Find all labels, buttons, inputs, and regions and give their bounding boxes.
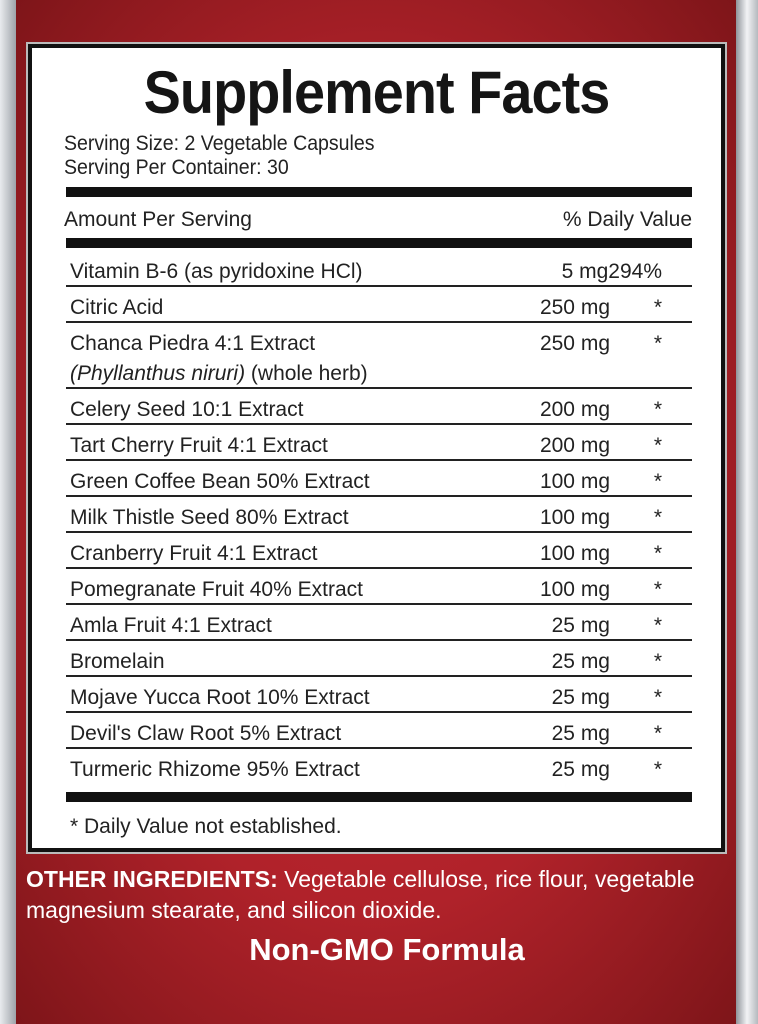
ingredient-cell: Vitamin B-6 (as pyridoxine HCl) <box>66 257 469 287</box>
ingredient-amount: 100 mg <box>539 506 610 529</box>
ingredient-daily-value: * <box>653 542 662 565</box>
ingredient-daily-value: * <box>653 506 662 529</box>
ingredient-cell: Chanca Piedra 4:1 Extract (Phyllanthus ni… <box>66 329 470 389</box>
ingredient-cell: Milk Thistle Seed 80% Extract <box>66 503 470 533</box>
table-row: Mojave Yucca Root 10% Extract 25 mg * <box>66 677 692 713</box>
silver-edge-left <box>0 0 16 1024</box>
ingredient-daily-value: * <box>653 614 662 637</box>
ingredient-cell: Devil's Claw Root 5% Extract <box>66 719 470 749</box>
ingredient-cell: Bromelain <box>66 647 470 677</box>
ingredient-daily-value: * <box>653 434 662 457</box>
ingredient-name: Vitamin B-6 (as pyridoxine HCl) <box>70 260 363 283</box>
ingredient-amount: 5 mg <box>561 260 609 283</box>
ingredient-name: Celery Seed 10:1 Extract <box>70 398 304 421</box>
ingredient-name: Cranberry Fruit 4:1 Extract <box>70 542 318 565</box>
ingredient-cell: Pomegranate Fruit 40% Extract <box>66 575 470 605</box>
other-ingredients: OTHER INGREDIENTS: Vegetable cellulose, … <box>26 864 736 926</box>
table-row: Milk Thistle Seed 80% Extract 100 mg * <box>66 497 692 533</box>
ingredient-daily-value: * <box>653 650 662 673</box>
other-ingredients-label: OTHER INGREDIENTS: <box>26 866 278 892</box>
ingredient-latin-name: (Phyllanthus niruri) <box>70 362 246 385</box>
ingredient-name: Chanca Piedra 4:1 Extract <box>70 332 316 355</box>
ingredient-amount: 100 mg <box>539 578 610 601</box>
ingredient-name: Turmeric Rhizome 95% Extract <box>70 758 360 781</box>
ingredient-cell: Amla Fruit 4:1 Extract <box>66 611 470 641</box>
other-ingredients-text: Vegetable cellulose, rice flour, vegetab… <box>26 866 695 923</box>
divider-thick <box>66 792 692 802</box>
ingredient-amount: 25 mg <box>551 722 610 745</box>
supplement-facts-box: Supplement Facts Serving Size: 2 Vegetab… <box>28 44 725 852</box>
daily-value-header: % Daily Value <box>562 208 692 231</box>
table-row: Tart Cherry Fruit 4:1 Extract 200 mg * <box>66 425 692 461</box>
ingredient-amount: 100 mg <box>539 470 610 493</box>
ingredient-amount: 25 mg <box>551 686 610 709</box>
page-title: Supplement Facts <box>143 59 611 126</box>
ingredient-amount: 25 mg <box>551 650 610 673</box>
ingredient-cell: Tart Cherry Fruit 4:1 Extract <box>66 431 470 461</box>
table-row: Turmeric Rhizome 95% Extract 25 mg * <box>66 749 692 785</box>
ingredient-amount: 250 mg <box>539 332 610 355</box>
table-row: Vitamin B-6 (as pyridoxine HCl) 5 mg 294% <box>66 251 692 287</box>
ingredient-daily-value: * <box>653 470 662 493</box>
ingredient-name: Bromelain <box>70 650 165 673</box>
ingredient-name: Devil's Claw Root 5% Extract <box>70 722 342 745</box>
servings-per-container: Serving Per Container: 30 <box>64 156 289 179</box>
amount-header: Amount Per Serving <box>64 208 252 231</box>
ingredient-daily-value: * <box>653 332 662 355</box>
ingredient-amount: 200 mg <box>539 434 610 457</box>
footnote: * Daily Value not established. <box>70 815 342 838</box>
table-row: Chanca Piedra 4:1 Extract (Phyllanthus ni… <box>66 323 692 389</box>
ingredient-daily-value: * <box>653 398 662 421</box>
ingredient-amount: 100 mg <box>539 542 610 565</box>
ingredient-name: Tart Cherry Fruit 4:1 Extract <box>70 434 328 457</box>
table-row: Cranberry Fruit 4:1 Extract 100 mg * <box>66 533 692 569</box>
ingredient-daily-value: * <box>653 296 662 319</box>
ingredient-name: Mojave Yucca Root 10% Extract <box>70 686 370 709</box>
serving-size: Serving Size: 2 Vegetable Capsules <box>64 132 375 155</box>
ingredient-name: Citric Acid <box>70 296 164 319</box>
table-row: Devil's Claw Root 5% Extract 25 mg * <box>66 713 692 749</box>
table-row: Green Coffee Bean 50% Extract 100 mg * <box>66 461 692 497</box>
ingredient-cell: Citric Acid <box>66 293 470 323</box>
divider-thick <box>66 187 692 197</box>
divider-thick <box>66 238 692 248</box>
ingredient-daily-value: * <box>653 722 662 745</box>
table-row: Citric Acid 250 mg * <box>66 287 692 323</box>
ingredient-cell: Celery Seed 10:1 Extract <box>66 395 470 425</box>
table-row: Amla Fruit 4:1 Extract 25 mg * <box>66 605 692 641</box>
ingredient-part: (whole herb) <box>245 362 368 385</box>
ingredient-cell: Mojave Yucca Root 10% Extract <box>66 683 470 713</box>
non-gmo-badge: Non-GMO Formula <box>249 932 525 967</box>
ingredient-amount: 25 mg <box>551 614 610 637</box>
ingredient-daily-value: * <box>653 578 662 601</box>
ingredient-table: Vitamin B-6 (as pyridoxine HCl) 5 mg 294% C… <box>66 251 692 785</box>
ingredient-amount: 200 mg <box>539 398 610 421</box>
ingredient-daily-value: 294% <box>608 260 662 283</box>
ingredient-name: Pomegranate Fruit 40% Extract <box>70 578 363 601</box>
ingredient-cell: Green Coffee Bean 50% Extract <box>66 467 470 497</box>
silver-edge-right <box>736 0 758 1024</box>
ingredient-cell: Cranberry Fruit 4:1 Extract <box>66 539 470 569</box>
table-row: Celery Seed 10:1 Extract 200 mg * <box>66 389 692 425</box>
table-row: Bromelain 25 mg * <box>66 641 692 677</box>
ingredient-amount: 25 mg <box>551 758 610 781</box>
ingredient-cell: Turmeric Rhizome 95% Extract <box>66 755 470 785</box>
ingredient-daily-value: * <box>653 758 662 781</box>
ingredient-name: Amla Fruit 4:1 Extract <box>70 614 272 637</box>
ingredient-amount: 250 mg <box>539 296 610 319</box>
table-row: Pomegranate Fruit 40% Extract 100 mg * <box>66 569 692 605</box>
ingredient-name: Milk Thistle Seed 80% Extract <box>70 506 349 529</box>
ingredient-daily-value: * <box>653 686 662 709</box>
table-header: Amount Per Serving % Daily Value <box>64 208 692 232</box>
ingredient-name: Green Coffee Bean 50% Extract <box>70 470 370 493</box>
